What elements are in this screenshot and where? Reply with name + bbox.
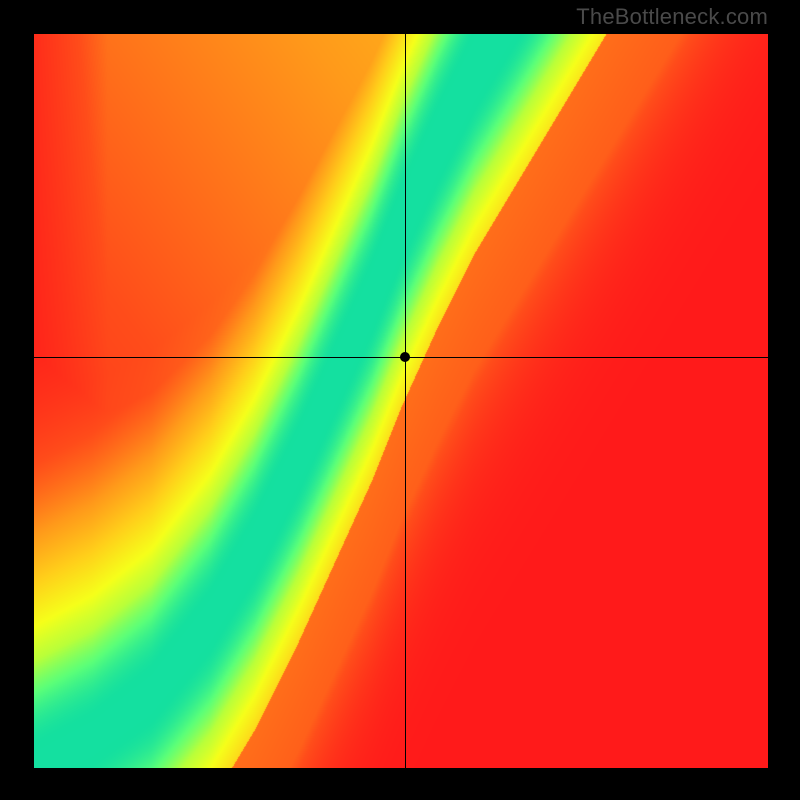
- watermark-text: TheBottleneck.com: [576, 4, 768, 30]
- heatmap-canvas: [34, 34, 768, 768]
- plot-area: [34, 34, 768, 768]
- crosshair-marker-dot: [400, 352, 410, 362]
- crosshair-vertical: [405, 34, 406, 768]
